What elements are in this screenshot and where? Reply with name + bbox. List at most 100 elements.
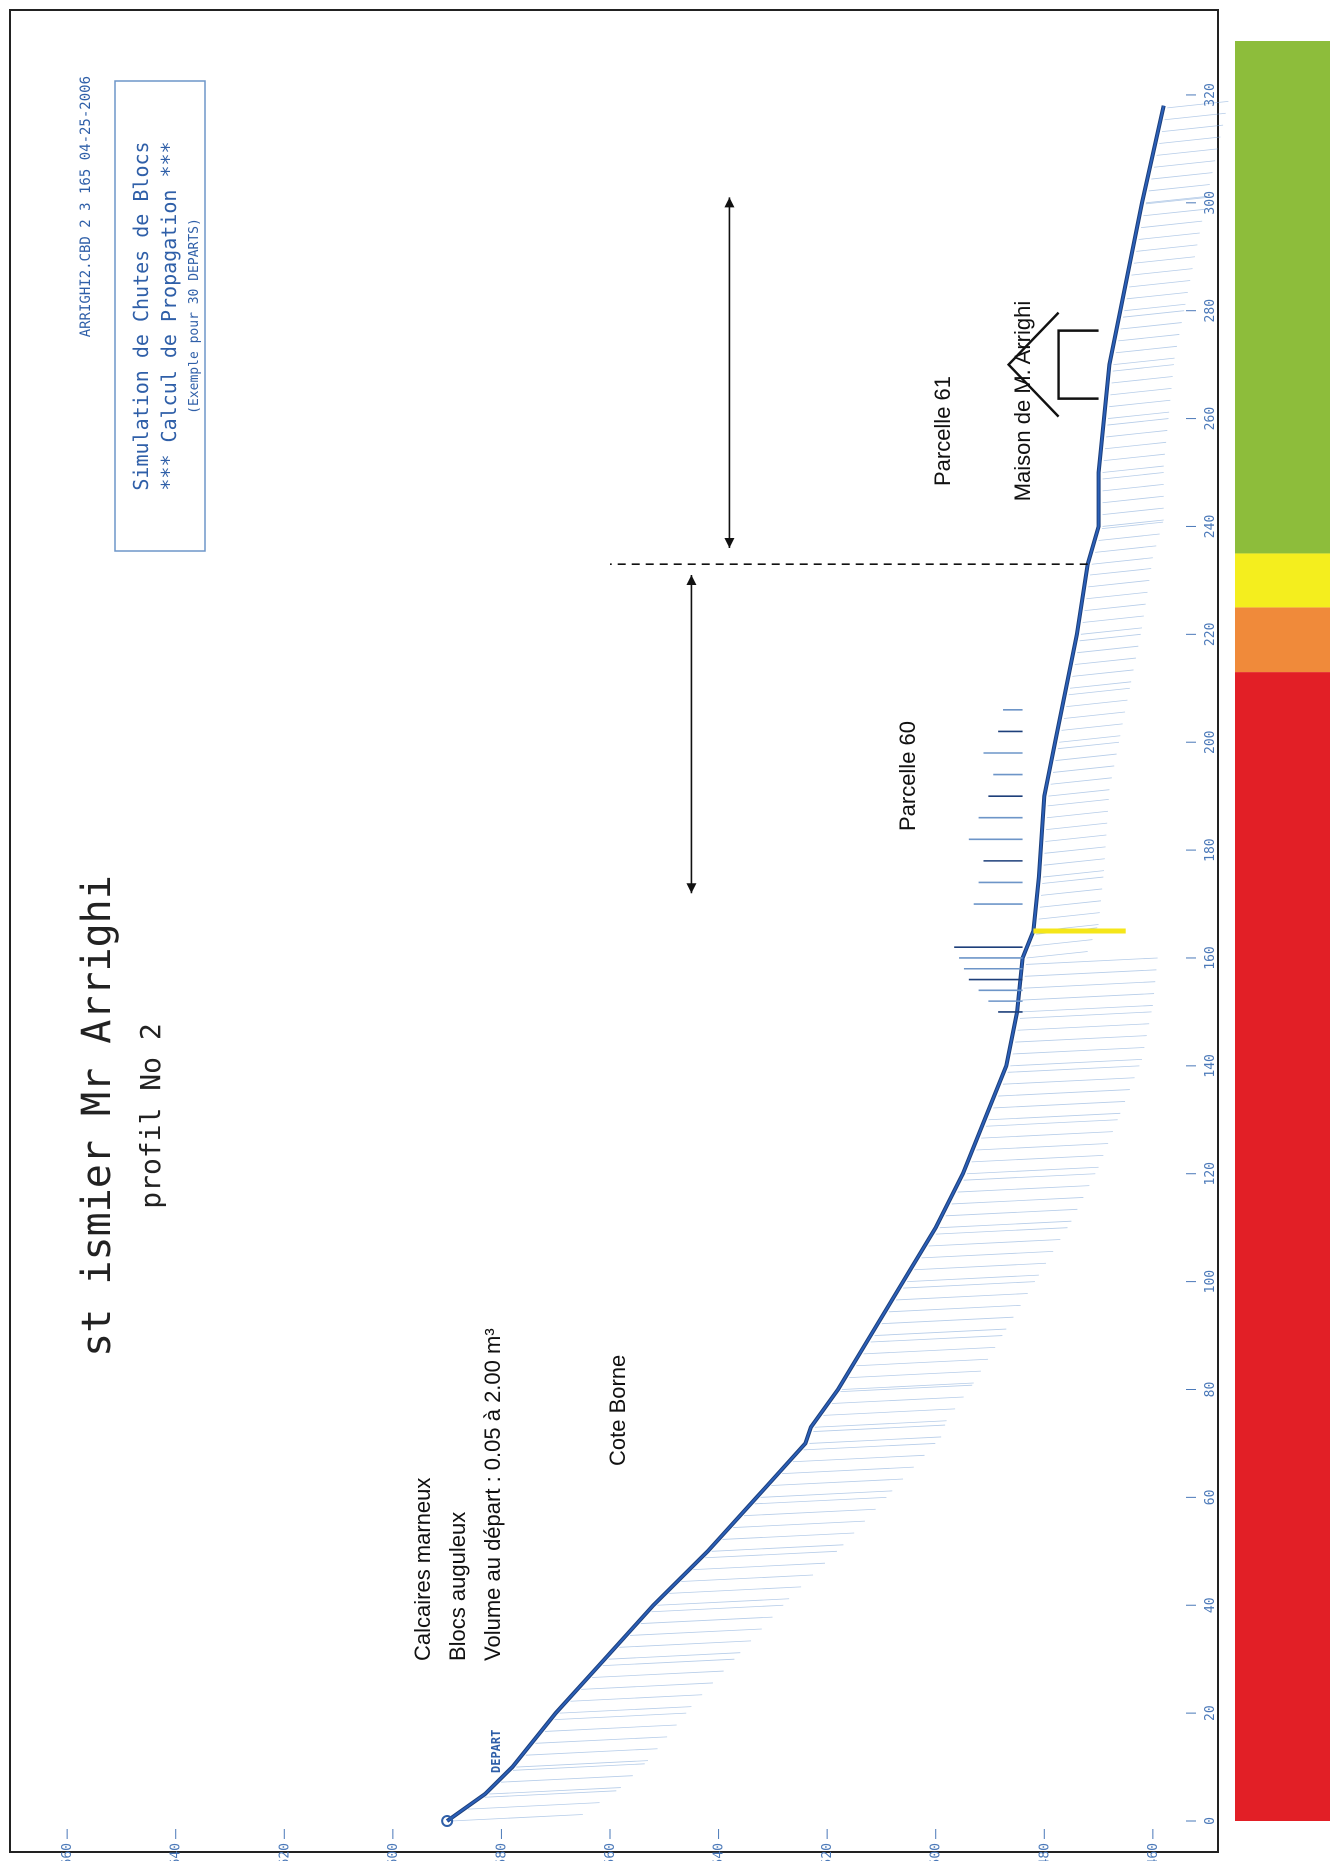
axis-ticks: 0 20 40 60 80 100 120 140 160 180 200 220 240 260 280 3… [60,83,1218,1865]
depart-label: DEPART [489,1730,503,1773]
hatch-stroke [1042,870,1105,878]
hatch-stroke [1102,483,1164,492]
hatch-stroke [881,1316,1014,1325]
x-tick-label: 260 [1203,407,1218,430]
hatch-stroke [1113,357,1175,366]
y-tick-label: 460 [1146,1843,1161,1861]
hatch-stroke [1124,303,1186,312]
hatch-stroke [630,1628,762,1636]
hatch-stroke [1129,280,1191,288]
hatch-stroke [903,1281,1035,1289]
profile-layer [441,105,1166,1827]
hatch-stroke [1015,1035,1147,1043]
x-tick-label: 0 [1203,1817,1218,1825]
hatch-stroke [823,1408,956,1416]
hatch-stroke [711,1544,844,1552]
hatch-stroke [516,1760,649,1768]
hatch-stroke [581,1682,713,1690]
hatch-stroke [792,1454,925,1463]
hatch-stroke [1109,399,1171,408]
x-tick-label: 100 [1203,1270,1218,1293]
annotation-house: Maison de M. Arrighi [1010,301,1035,502]
hatch-stroke [831,1396,964,1404]
y-tick-label: 520 [820,1843,835,1861]
hatch-stroke [525,1748,658,1756]
hatch-stroke [657,1598,790,1606]
hatch-stroke [1017,1023,1150,1031]
hatch-stroke [1019,1011,1152,1019]
plot-area: 0 20 40 60 80 100 120 140 160 180 200 220 240 260 280 3… [60,76,1229,1865]
house-body [1057,329,1099,400]
hatch-stroke [484,1790,617,1798]
depart-marker [441,1815,454,1827]
y-tick-label: 480 [1037,1843,1052,1861]
x-tick-label: 120 [1203,1162,1218,1185]
hatch-stroke [951,1197,1084,1205]
hatch-stroke [554,1712,687,1720]
hatch-stroke [1140,220,1203,229]
hatch-stroke [1126,291,1188,300]
hatch-stroke [1040,888,1103,896]
x-tick-label: 280 [1203,299,1218,322]
hatch-stroke [1025,957,1158,965]
hatch-stroke [1010,1058,1143,1067]
hatch-stroke [874,1328,1007,1336]
annotation-geometry [610,197,1099,894]
hatch-stroke [988,1112,1121,1121]
hatch-stroke [840,1384,973,1393]
hatch-stroke [998,1089,1130,1097]
hatch-stroke [985,1119,1118,1127]
hatch-stroke [1031,939,1093,947]
hatch-stroke [1055,753,1117,761]
hatch-stroke [1143,208,1205,217]
hatch-stroke [870,1335,1003,1343]
header-code: ARRIGHI2.CBD 2 3 165 04-25-2006 [78,76,94,337]
annotation-site: Cote Borne [605,1355,630,1466]
hatch-stroke [1021,1005,1153,1013]
hatch-stroke [1112,364,1174,372]
hatch-stroke [814,1420,947,1428]
hatch-stroke [1104,441,1167,450]
hatch-stroke [1002,1077,1135,1085]
hatch-stroke [1122,310,1185,318]
annotation-lithology-1: Calcaires marneux [410,1478,435,1661]
hatch-stroke [1061,723,1123,731]
hatch-stroke [1088,579,1150,588]
hatch-stroke [981,1131,1113,1139]
hatch-stroke [1084,603,1146,611]
hatch-stroke [928,1239,1061,1247]
info-box [114,80,206,552]
hatch-stroke [591,1670,724,1678]
hatch-stroke [896,1293,1028,1301]
hatch-stroke [1110,387,1172,396]
hatch-stroke [570,1694,703,1702]
chart-subtitle: profil No 2 [134,1023,167,1208]
y-tick-label: 600 [386,1843,401,1861]
hatch-stroke [1050,777,1112,785]
hatch-stroke [813,1424,946,1432]
info-line-3: (Exemple pour 30 DEPARTS) [187,218,202,414]
hatch-stroke [743,1508,876,1517]
house-roof [1006,311,1060,418]
annotation-parcel-60: Parcelle 60 [895,721,920,831]
hatch-stroke [1007,1065,1140,1073]
info-line-2: *** Calcul de Propagation *** [157,141,181,490]
hatch-stroke [1103,453,1165,462]
hatch-stroke [1057,741,1120,750]
annotation-lithology-3: Volume au départ : 0.05 à 2.00 m³ [480,1328,505,1661]
hatch-stroke [971,1154,1104,1163]
hatch-stroke [1012,1047,1145,1055]
hatch-stroke [1072,669,1134,677]
terrain-profile-highlight [446,105,1165,1822]
hatch-stroke [602,1658,735,1667]
x-tick-label: 140 [1203,1054,1218,1077]
hatch-stroke [945,1208,1078,1217]
hatch-stroke [993,1101,1126,1109]
hatch-stroke [1101,521,1164,530]
hatch-stroke [1053,765,1115,773]
hatch-stroke [1069,681,1132,689]
legend-zone [1235,672,1330,1822]
hatch-stroke [963,1173,1096,1181]
hatch-stroke [451,1814,583,1822]
